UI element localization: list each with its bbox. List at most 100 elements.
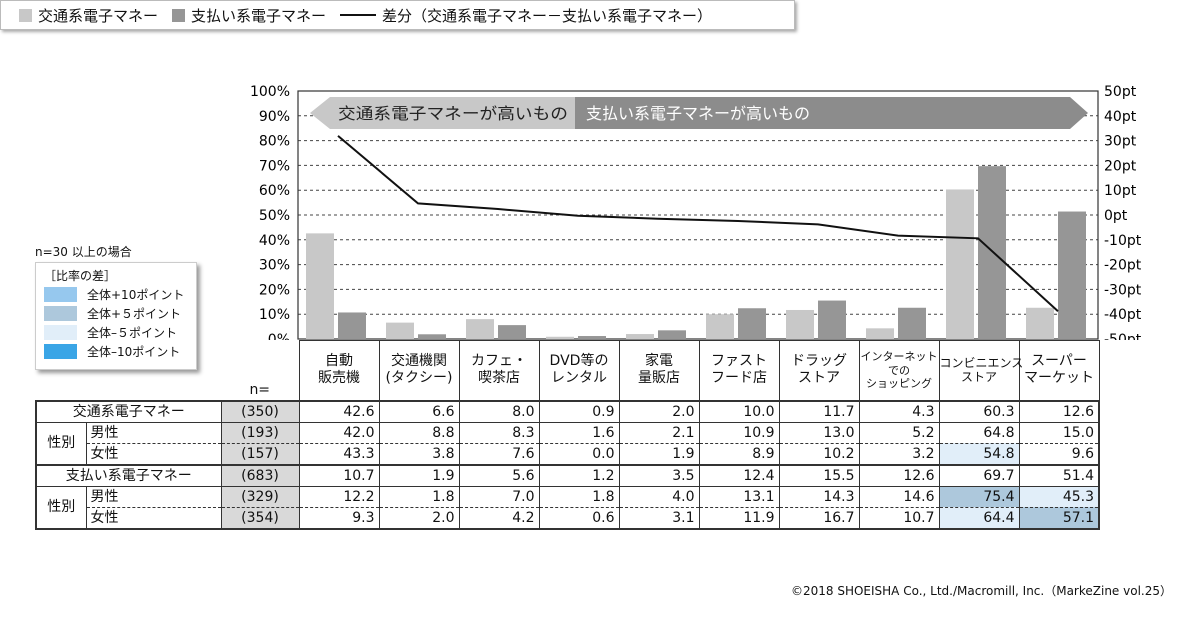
row-label: 交通系電子マネー [35,399,221,422]
legend-label: 差分（交通系電子マネー－支払い系電子マネー） [382,6,713,25]
category-line: カフェ・ [471,353,527,370]
category-line: (タクシー) [385,370,453,387]
table-cell: 0.6 [538,506,619,530]
category-label: 家電 量販店 [618,340,700,402]
table-cell: 2.0 [618,399,699,422]
table-cell: 16.7 [778,506,859,530]
y-tick-right: -40pt [1104,307,1142,323]
y-tick-left: 100% [250,84,290,100]
y-tick-left: 40% [259,233,290,249]
key-label: 全体+５ポイント [87,307,182,321]
table-row: 性別 男性 (193) 42.0 8.8 8.3 1.6 2.1 10.9 13.0 5.2 64.8… [35,421,1100,465]
table-cell: 6.6 [378,399,459,422]
bar-payment [978,166,1006,339]
table-cell: 3.2 [858,442,939,465]
n-label: n= [249,381,271,398]
table-cell: 5.6 [458,463,539,486]
table-row: 性別 男性 (329) 12.2 1.8 7.0 1.8 4.0 13.1 14.3 14.6 75.… [35,485,1100,530]
key-item: 全体–10ポイント [44,342,188,361]
key-swatch [44,306,77,321]
table-cell: 8.8 [378,421,459,443]
y-tick-right: -30pt [1104,282,1142,298]
table-cell: 12.6 [858,463,939,486]
table-cell: 15.5 [778,463,859,486]
table-cell: 13.0 [778,421,859,443]
n-value: (329) [220,485,299,507]
group-label: 性別 [35,485,86,530]
key-label: 全体–10ポイント [87,345,181,359]
banner-right-label: 支払い系電子マネーが高いもの [586,104,810,123]
key-title: ［比率の差］ [44,269,117,283]
key-swatch [44,287,77,302]
bar-transit [1026,307,1054,339]
diff-line [337,135,1059,312]
category-label: 交通機関 (タクシー) [378,340,460,402]
table-cell: 8.0 [458,399,539,422]
category-line: 交通機関 [391,353,447,370]
bar-transit [546,336,574,339]
banner-arrow-left [310,97,575,129]
n-value: (354) [220,506,299,530]
category-line: 喫茶店 [478,370,520,387]
table-cell: 15.0 [1018,421,1100,443]
bar-payment [498,325,526,339]
y-tick-left: 30% [259,258,290,274]
category-line: ストア [798,370,840,387]
key-note: n=30 以上の場合 [35,245,132,259]
data-table: n= 自動 販売機 交通機関 (タクシー) カフェ・ 喫茶店 DVD等の レンタル 家電 量販店 ファ… [35,340,1100,530]
copyright: ©2018 SHOEISHA Co., Ltd./Macromill, Inc.… [790,584,1172,598]
y-tick-right: 30pt [1104,134,1137,150]
n-value: (193) [220,421,299,443]
y-tick-left: 0% [268,332,290,340]
y-tick-left: 70% [259,158,290,174]
table-cell: 51.4 [1018,463,1100,486]
table-cell: 10.0 [698,399,779,422]
category-line: 自動 [325,353,353,370]
category-label: DVD等の レンタル [538,340,620,402]
table-cell: 8.3 [458,421,539,443]
table-cell: 42.0 [298,421,379,443]
chart-legend: 交通系電子マネー 支払い系電子マネー 差分（交通系電子マネー－支払い系電子マネー… [0,0,795,30]
table-cell: 1.8 [538,485,619,507]
table-cell: 12.6 [1018,399,1100,422]
category-label: ファスト フード店 [698,340,780,402]
n-value: (157) [220,442,299,465]
table-cell: 10.7 [298,463,379,486]
key-item: 全体+10ポイント [44,285,188,304]
table-cell: 4.3 [858,399,939,422]
bar-transit [706,314,734,339]
category-line: 販売機 [318,370,360,387]
category-line: ストア [960,370,997,385]
table-cell: 5.2 [858,421,939,443]
y-tick-right: 50pt [1104,84,1137,100]
category-line: コンビニエンス [939,355,1024,370]
table-cell: 3.1 [618,506,699,530]
table-row: 女性 (354) 9.3 2.0 4.2 0.6 3.1 11.9 16.7 10.7 64.4 57… [36,506,1100,530]
y-tick-right: 20pt [1104,158,1137,174]
table-cell: 1.9 [618,442,699,465]
row-sublabel: 女性 [85,506,221,530]
banner-arrow-right [575,97,1088,129]
table-cell: 12.2 [298,485,379,507]
group-label: 性別 [35,421,86,465]
bar-transit [386,322,414,339]
blank [36,341,221,401]
category-label: コンビニエンス ストア [938,340,1024,402]
table-cell: 13.1 [698,485,779,507]
table-cell: 8.9 [698,442,779,465]
category-line: レンタル [551,370,607,387]
bar-payment [738,308,766,339]
category-line: スーパー [1031,353,1087,370]
bar-payment [898,307,926,339]
category-label: スーパー マーケット [1018,340,1100,402]
bar-payment [338,312,366,339]
table-cell: 0.0 [538,442,619,465]
y-tick-left: 60% [259,183,290,199]
key-label: 全体+10ポイント [87,288,185,302]
category-line: ファスト [711,353,767,370]
category-line: マーケット [1024,370,1094,387]
legend-item-diff: 差分（交通系電子マネー－支払い系電子マネー） [340,5,712,26]
table-cell: 43.3 [298,442,379,465]
n-value: (350) [220,399,299,422]
y-tick-right: 10pt [1104,183,1137,199]
